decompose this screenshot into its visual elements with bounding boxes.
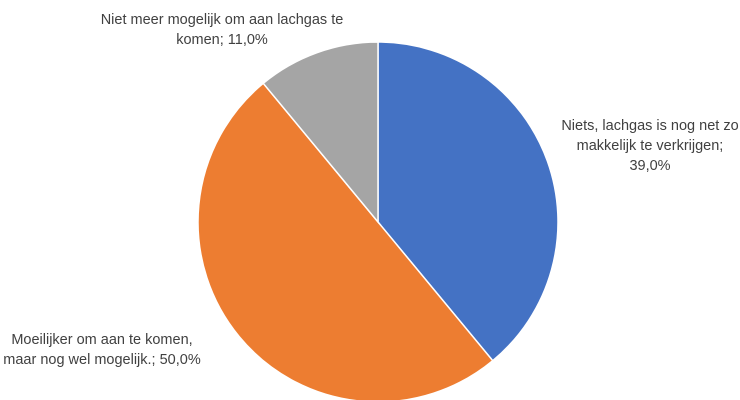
slice-label-moeilijker: Moeilijker om aan te komen, maar nog wel… [3, 332, 201, 368]
slice-label-niet-meer-mogelijk: Niet meer mogelijk om aan lachgas te kom… [100, 12, 344, 48]
slice-moeilijker [197, 82, 494, 400]
slice-niet-meer-mogelijk [262, 41, 379, 225]
slice-label-niets-makkelijk: Niets, lachgas is nog net zo makkelijk t… [561, 118, 739, 174]
slice-niets-makkelijk [377, 41, 559, 362]
